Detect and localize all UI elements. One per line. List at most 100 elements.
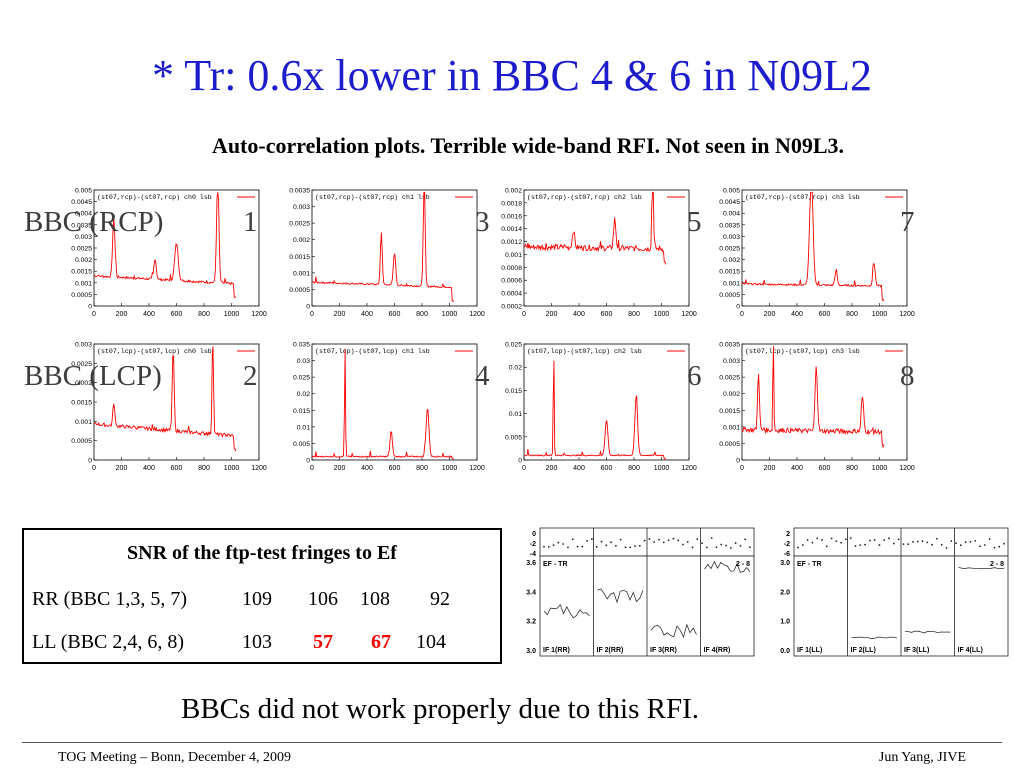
fringe-phase-tick: 0 [532,531,536,538]
y-tick-label: 0.0035 [719,342,740,349]
y-tick-label: 0.01 [297,424,310,431]
y-tick-label: 0.001 [723,280,740,287]
x-tick-label: 200 [546,311,558,318]
snr-value-highlight: 67 [371,631,391,653]
x-tick-label: 1000 [224,465,240,472]
fringe-phase-tick: -2 [784,541,790,548]
snr-value: 103 [242,631,272,653]
y-tick-label: 0.003 [293,204,310,211]
y-tick-label: 0.004 [723,211,740,218]
x-tick-label: 0 [310,465,314,472]
snr-value: 104 [416,631,446,653]
fringe-amplitude-curve [904,630,951,634]
fringe-if-label: IF 3(LL) [904,647,929,654]
x-tick-label: 800 [198,311,210,318]
y-tick-label: 0.0025 [289,221,310,228]
fringe-amplitude-curve [543,604,590,619]
autocorr-trace [311,191,455,302]
x-tick-label: 800 [628,311,640,318]
x-tick-label: 400 [143,311,155,318]
y-tick-label: 0 [736,458,740,465]
fringe-amplitude-curve [704,560,751,573]
fringe-if-label: IF 2(RR) [597,647,624,654]
snr-table-title: SNR of the ftp-test fringes to Ef [127,542,397,564]
bbc-number-6: 6 [687,360,702,392]
y-tick-label: 0.0035 [289,188,310,195]
fringe-range-label: 2 - 8 [990,561,1004,568]
fringe-if-label: IF 4(LL) [958,647,983,654]
autocorr-plot-5: 0.003 0.0025 0.002 0.0015 0.001 0.0005 0 0 200 40… [62,340,272,480]
snr-value: 108 [360,588,390,610]
autocorr-plot-7: 0.025 0.02 0.015 0.01 0.005 0 0 200 400 600 800 100… [492,340,702,480]
y-tick-label: 0 [518,458,522,465]
fringe-if-label: IF 3(RR) [650,647,677,654]
x-tick-label: 800 [846,311,858,318]
x-tick-label: 1200 [469,465,485,472]
fringe-amp-tick: 3.6 [526,560,536,567]
bbc-number-4: 4 [475,360,490,392]
fringe-amp-tick: 3.0 [780,560,790,567]
x-tick-label: 1000 [442,311,458,318]
y-tick-label: 0.004 [75,211,92,218]
fringe-amplitude-curve [597,588,644,604]
y-tick-label: 0.0018 [501,200,522,207]
bbc-number-8: 8 [900,360,915,392]
y-tick-label: 0.0004 [501,291,522,298]
fringe-amp-tick: 1.0 [780,619,790,626]
x-tick-label: 1000 [872,465,888,472]
x-tick-label: 200 [334,311,346,318]
x-tick-label: 200 [764,465,776,472]
x-tick-label: 400 [361,465,373,472]
y-tick-label: 0.0012 [501,239,522,246]
y-tick-label: 0.0045 [719,199,740,206]
x-tick-label: 400 [361,311,373,318]
x-tick-label: 0 [522,311,526,318]
x-tick-label: 200 [546,465,558,472]
snr-row-rr: RR (BBC 1,3, 5, 7) 109 106 108 92 [32,588,492,612]
slide-subtitle: Auto-correlation plots. Terrible wide-ba… [211,133,845,158]
x-tick-label: 600 [819,311,831,318]
fringe-baseline-label: EF - TR [797,561,822,568]
autocorr-plot-8: 0.0035 0.003 0.0025 0.002 0.0015 0.001 0.0005 0… [710,340,920,480]
fringe-baseline-label: EF - TR [543,561,568,568]
plot-legend: (st07,rcp)-(st07,rcp) ch2 lsb [527,194,642,201]
snr-table: SNR of the ftp-test fringes to Ef RR (BB… [22,528,502,664]
y-tick-label: 0.01 [509,411,522,418]
y-tick-label: 0.0025 [719,246,740,253]
y-tick-label: 0.0025 [71,361,92,368]
autocorr-plot-2: 0.0035 0.003 0.0025 0.002 0.0015 0.001 0.0005 0… [280,186,490,326]
y-tick-label: 0.0005 [719,441,740,448]
y-tick-label: 0.0015 [71,269,92,276]
x-tick-label: 0 [92,465,96,472]
bbc-number-7: 7 [900,206,915,238]
y-tick-label: 0.002 [75,380,92,387]
fringe-panel-rr: 0 -2 -4 3.6 3.4 3.2 3.0 IF 1(RR) IF 2(RR) IF 3(RR… [514,524,760,664]
y-tick-label: 0.025 [505,342,522,349]
autocorr-trace [523,191,667,265]
snr-row-label: RR (BBC 1,3, 5, 7) [32,588,188,610]
y-tick-label: 0.001 [75,419,92,426]
x-tick-label: 600 [601,311,613,318]
autocorr-trace [741,346,885,449]
snr-value-highlight: 57 [313,631,333,653]
y-tick-label: 0 [88,304,92,311]
row-label-rcp: BBC (RCP) [24,206,164,238]
y-tick-label: 0.003 [75,234,92,241]
y-tick-label: 0.0008 [501,265,522,272]
plot-legend: (st07,lcp)-(st07,lcp) ch0 lsb [97,348,212,355]
y-tick-label: 0.0005 [719,292,740,299]
autocorr-plot-3: 0.002 0.0018 0.0016 0.0014 0.0012 0.001 0.0008… [492,186,702,326]
plot-legend: (st07,rcp)-(st07,rcp) ch3 lsb [745,194,860,201]
x-tick-label: 1200 [251,465,267,472]
x-tick-label: 600 [819,465,831,472]
y-tick-label: 0.02 [297,391,310,398]
plot-frame [523,343,690,461]
x-tick-label: 600 [601,465,613,472]
autocorr-trace [93,346,237,452]
y-tick-label: 0.0035 [719,222,740,229]
y-tick-label: 0.001 [293,270,310,277]
plot-frame [311,189,478,307]
bbc-number-5: 5 [687,206,702,238]
footer-author: Jun Yang, JIVE [878,750,966,765]
bbc-number-2: 2 [243,360,258,392]
